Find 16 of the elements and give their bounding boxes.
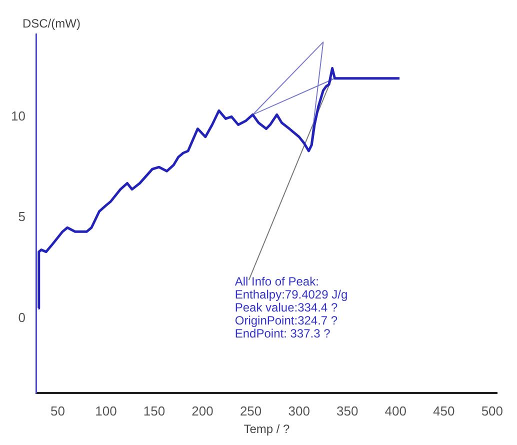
y-tick-label: 0 — [18, 310, 26, 325]
x-axis-title: Temp / ? — [244, 422, 290, 436]
y-tick-label: 10 — [10, 108, 26, 124]
x-tick-label: 400 — [384, 403, 406, 418]
x-tick-label: 500 — [481, 403, 504, 418]
x-tick-label: 50 — [50, 403, 65, 418]
x-tick-label: 350 — [336, 403, 358, 418]
x-tick-label: 200 — [192, 403, 214, 418]
y-tick-label: 5 — [18, 209, 26, 224]
y-axis-title: DSC/(mW) — [22, 16, 80, 30]
x-tick-label: 100 — [95, 403, 117, 418]
x-tick-label: 250 — [240, 403, 262, 418]
x-tick-label: 450 — [433, 403, 455, 418]
x-tick-label: 300 — [288, 403, 310, 418]
x-tick-label: 150 — [143, 403, 166, 418]
annotation: All Info of Peak: Enthalpy:79.4029 J/g Peak value:334.4 ? OriginPoint:324.7 ? EndPoint: 337.3 ? — [234, 274, 348, 340]
